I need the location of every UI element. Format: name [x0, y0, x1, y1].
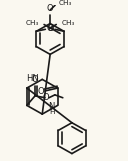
Text: HN: HN — [26, 74, 39, 83]
Text: CH₃: CH₃ — [26, 20, 39, 26]
Text: N: N — [48, 102, 55, 111]
Text: O: O — [46, 24, 53, 33]
Text: CH₃: CH₃ — [59, 0, 72, 6]
Text: CH₃: CH₃ — [61, 20, 74, 26]
Text: O: O — [47, 4, 54, 13]
Text: O: O — [43, 93, 49, 102]
Text: H: H — [49, 109, 55, 115]
Text: O: O — [37, 87, 44, 96]
Text: O: O — [32, 75, 38, 84]
Text: O: O — [47, 24, 54, 33]
